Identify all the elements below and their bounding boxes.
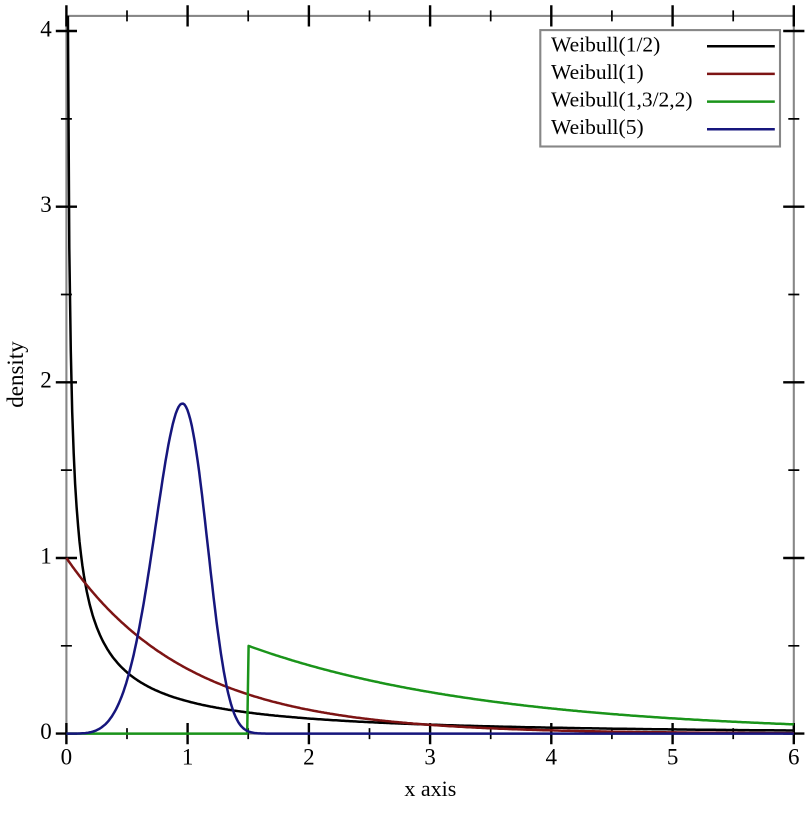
- svg-text:2: 2: [40, 368, 52, 393]
- svg-text:Weibull(1,3/2,2): Weibull(1,3/2,2): [551, 88, 693, 112]
- svg-text:4: 4: [40, 16, 52, 41]
- svg-text:1: 1: [182, 745, 194, 770]
- svg-text:4: 4: [546, 745, 558, 770]
- svg-text:6: 6: [788, 745, 800, 770]
- svg-text:3: 3: [424, 745, 436, 770]
- svg-text:0: 0: [61, 745, 73, 770]
- svg-text:Weibull(1): Weibull(1): [551, 60, 644, 84]
- svg-text:Weibull(1/2): Weibull(1/2): [551, 32, 660, 56]
- svg-text:x axis: x axis: [404, 776, 456, 801]
- svg-text:3: 3: [40, 192, 52, 217]
- svg-text:2: 2: [303, 745, 315, 770]
- svg-text:density: density: [3, 341, 28, 408]
- svg-text:Weibull(5): Weibull(5): [551, 115, 644, 139]
- svg-text:1: 1: [40, 543, 52, 568]
- svg-text:5: 5: [667, 745, 679, 770]
- svg-text:0: 0: [40, 719, 52, 744]
